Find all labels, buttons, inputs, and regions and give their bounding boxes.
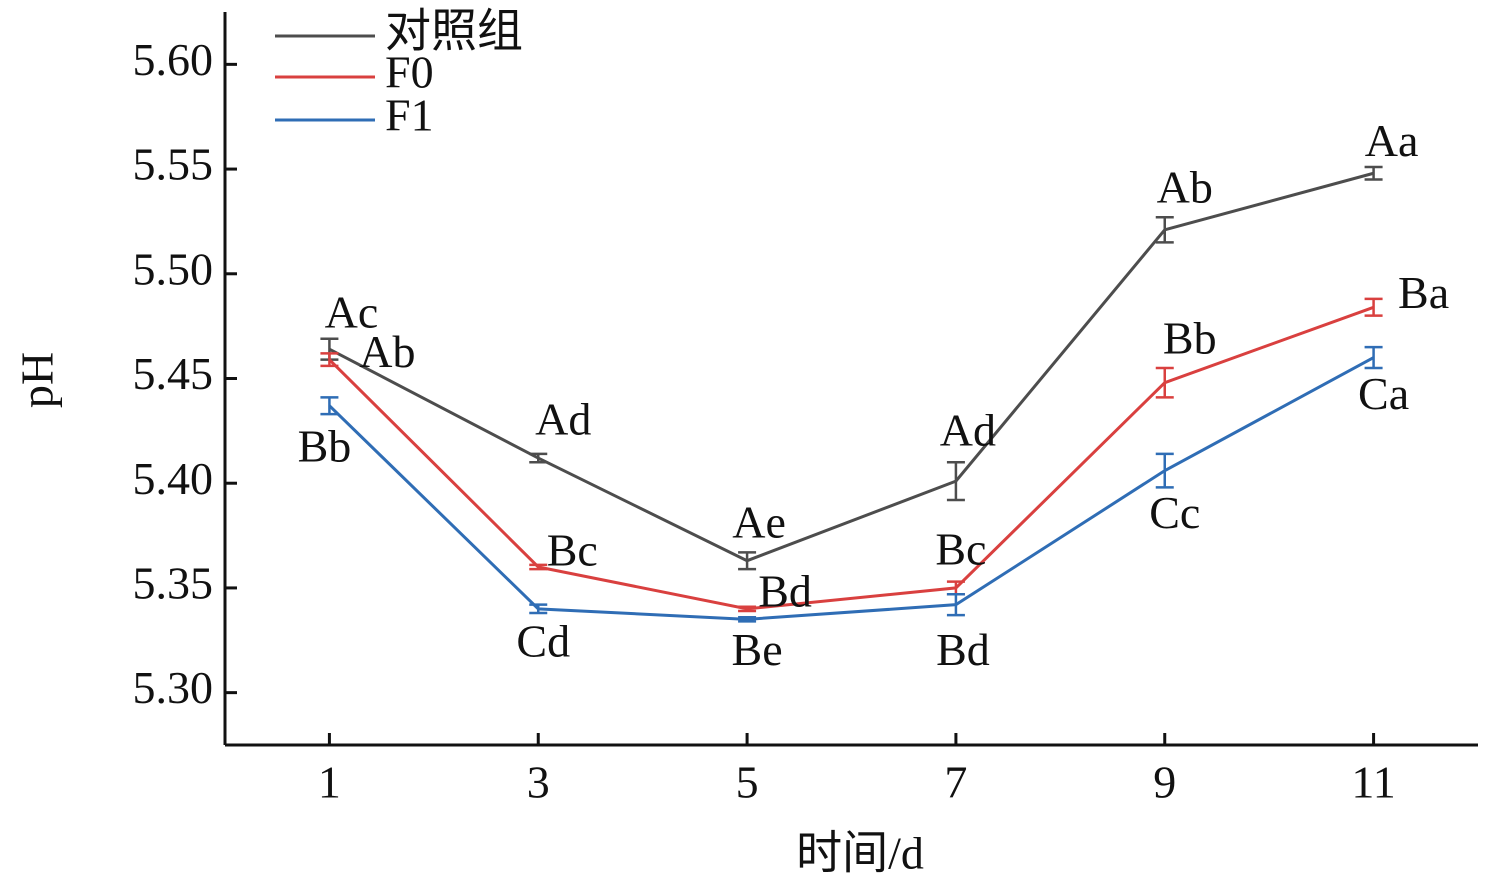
error-bar xyxy=(1364,345,1383,370)
significance-label: Cd xyxy=(516,615,570,666)
error-bar xyxy=(1364,297,1383,317)
significance-label: Ae xyxy=(732,496,786,547)
significance-label: Be xyxy=(732,624,783,675)
significance-label: Ca xyxy=(1358,368,1409,419)
x-tick-label: 7 xyxy=(944,757,967,808)
error-bar xyxy=(529,452,548,464)
significance-label: Bd xyxy=(936,624,990,675)
error-bar xyxy=(1155,366,1174,399)
significance-label: Bc xyxy=(935,523,986,574)
error-bar xyxy=(738,551,757,571)
x-axis-label: 时间/d xyxy=(796,828,924,879)
error-bar xyxy=(1155,215,1174,244)
error-bar xyxy=(738,615,757,623)
error-bar xyxy=(1155,452,1174,489)
error-bar xyxy=(320,396,339,416)
significance-label: Bc xyxy=(547,525,598,576)
significance-label: Ad xyxy=(535,394,591,445)
significance-label: Ac xyxy=(325,287,379,338)
series-line xyxy=(328,305,1375,611)
y-tick-label: 5.45 xyxy=(133,348,214,399)
error-bar xyxy=(738,605,757,613)
y-tick-label: 5.60 xyxy=(133,34,214,85)
x-tick-label: 5 xyxy=(736,757,759,808)
error-bar xyxy=(529,563,548,571)
x-tick-label: 1 xyxy=(318,757,341,808)
legend-label: 对照组 xyxy=(385,6,523,57)
series-line xyxy=(328,356,1375,621)
error-bar xyxy=(946,461,965,502)
y-tick-label: 5.40 xyxy=(133,453,214,504)
x-tick-label: 11 xyxy=(1351,757,1395,808)
y-tick-label: 5.30 xyxy=(133,662,214,713)
significance-label: Bb xyxy=(298,420,352,471)
error-bar xyxy=(320,352,339,368)
legend-label: F1 xyxy=(385,90,434,141)
y-tick-label: 5.35 xyxy=(133,557,214,608)
x-tick-label: 9 xyxy=(1153,757,1176,808)
y-tick-label: 5.50 xyxy=(133,243,214,294)
significance-label: Ab xyxy=(1157,161,1213,212)
error-bar xyxy=(1364,165,1383,181)
error-bar xyxy=(946,592,965,617)
significance-label: Ba xyxy=(1398,267,1449,318)
significance-label: Bd xyxy=(758,565,812,616)
y-axis-label: pH xyxy=(12,352,63,408)
significance-label: Ad xyxy=(940,405,996,456)
error-bar xyxy=(529,603,548,615)
significance-label: Aa xyxy=(1365,115,1419,166)
legend-label: F0 xyxy=(385,47,434,98)
significance-label: Cc xyxy=(1149,487,1200,538)
y-tick-label: 5.55 xyxy=(133,139,214,190)
significance-label: Bb xyxy=(1163,312,1217,363)
x-tick-label: 3 xyxy=(527,757,550,808)
series-line xyxy=(328,171,1374,563)
significance-label: Ab xyxy=(359,326,415,377)
